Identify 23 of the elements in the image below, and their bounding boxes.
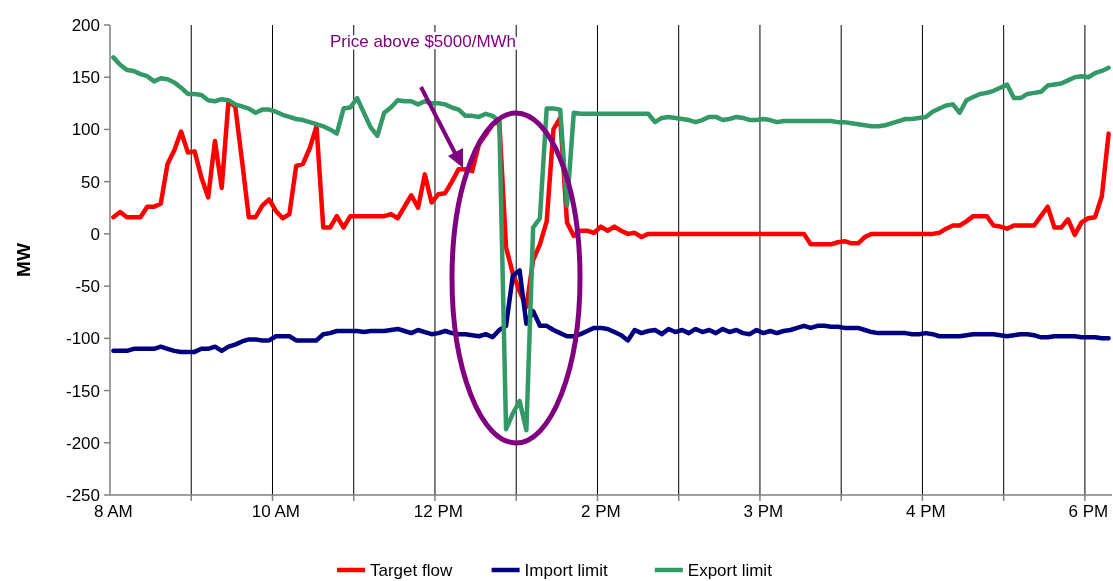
legend-label: Target flow (370, 560, 453, 580)
y-tick-label: 100 (71, 120, 100, 140)
y-tick-label: 150 (71, 68, 100, 88)
line-series (111, 268, 1111, 355)
line-series (111, 55, 1111, 433)
y-tick-label: -50 (75, 277, 100, 297)
y-tick-label: -150 (65, 381, 100, 401)
x-tick-label: 4 PM (905, 502, 946, 521)
x-tick-label: 12 PM (413, 502, 463, 521)
y-tick-label: -100 (65, 329, 100, 349)
legend-label: Export limit (687, 560, 773, 580)
x-tick-label: 8 AM (94, 502, 133, 521)
y-axis-title: MW (13, 243, 34, 277)
y-tick-label: 0 (90, 224, 100, 244)
y-tick-label: 50 (81, 172, 100, 192)
x-tick-label: 3 PM (743, 502, 784, 521)
x-tick-label: 2 PM (581, 502, 621, 521)
y-tick-label: -250 (65, 485, 100, 505)
y-tick-label: -200 (65, 433, 100, 453)
y-tick-label: 200 (71, 15, 100, 35)
x-tick-label: 6 PM (1068, 502, 1109, 521)
x-tick-label: 10 AM (251, 502, 300, 521)
legend-label: Import limit (524, 560, 608, 580)
